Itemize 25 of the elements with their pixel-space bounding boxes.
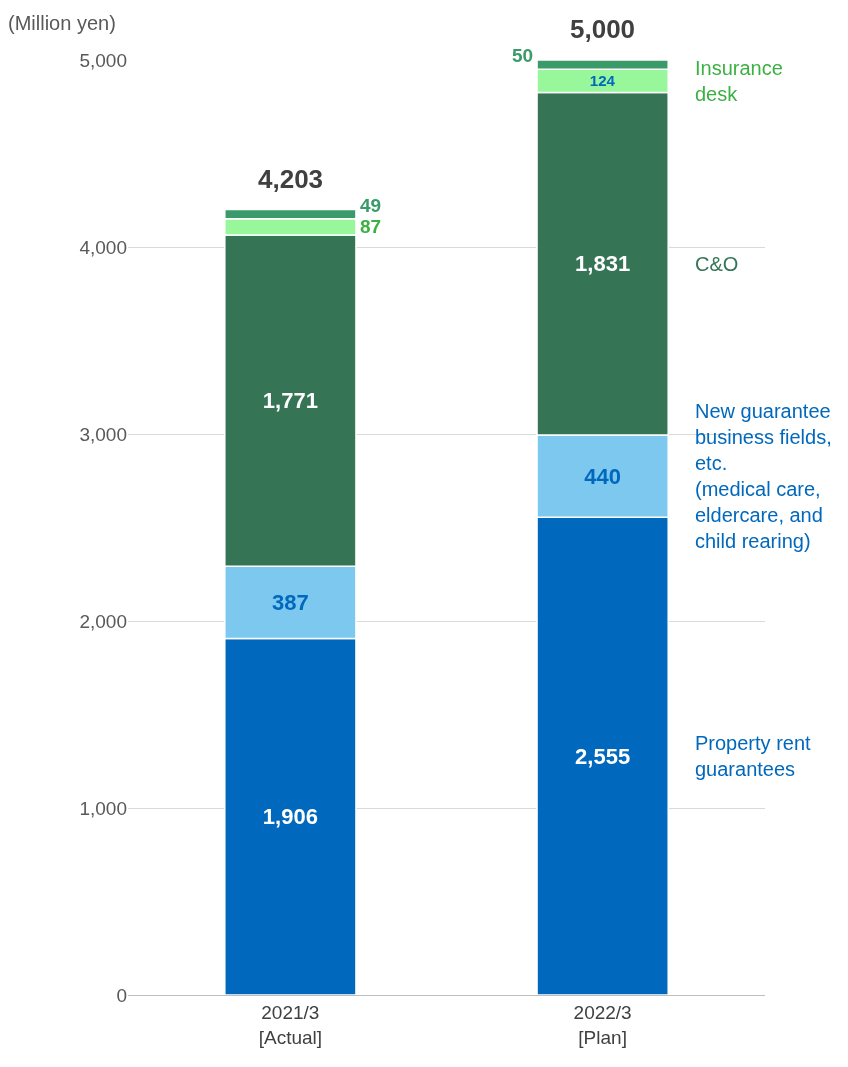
x-tick-label: 2021/3 [Actual] [258,1001,323,1048]
y-tick-label: 2,000 [79,610,127,632]
data-label: 87 [360,216,382,237]
y-tick-label: 5,000 [79,49,127,71]
y-tick-label: 4,000 [79,236,127,258]
data-label: 1,906 [262,804,318,830]
y-tick-label: 0 [116,984,127,1006]
data-label: 387 [272,589,309,615]
total-label: 5,000 [570,14,636,44]
series-label: Insurance desk [695,57,783,105]
data-label: 2,555 [575,743,631,769]
data-label: 49 [360,195,382,216]
total-label: 4,203 [258,164,324,194]
series-label: Property rent guarantees [695,732,812,780]
y-tick-label: 3,000 [79,423,127,445]
y-axis-title: (Million yen) [8,12,116,34]
data-label: 440 [584,463,621,489]
x-tick-label: 2022/3 [Plan] [573,1001,632,1048]
series-label: New guarantee business fields, etc. (medical care, eldercare, and child rearing) [695,400,832,552]
data-label: 1,771 [262,388,318,414]
series-label: C&O [695,253,739,275]
data-label: 50 [512,45,534,66]
data-label: 124 [589,72,616,90]
y-tick-label: 1,000 [79,797,127,819]
data-label: 1,831 [575,251,631,277]
